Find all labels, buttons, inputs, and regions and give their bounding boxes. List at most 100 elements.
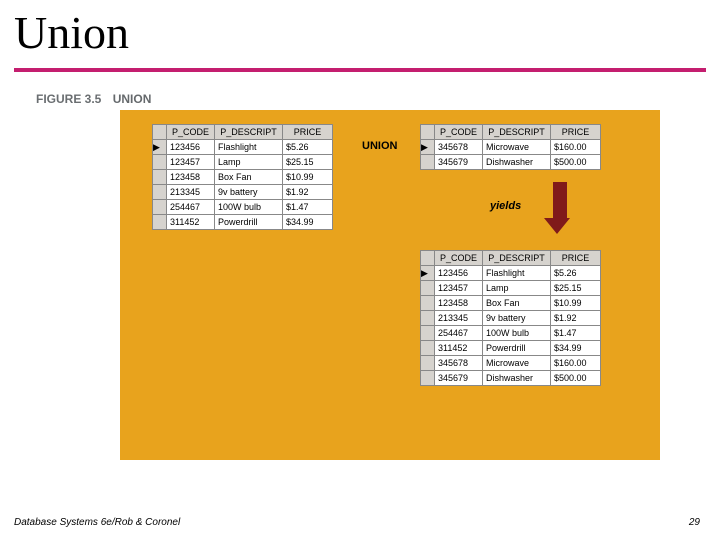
table-row: 123458Box Fan$10.99 [153,170,333,185]
yields-label: yields [490,200,521,212]
cell-price: $5.26 [283,140,333,155]
table-row: 345679Dishwasher$500.00 [421,155,601,170]
table-result: P_CODE P_DESCRIPT PRICE ▶123456Flashligh… [420,250,601,386]
row-marker: ▶ [153,140,167,155]
table-row: 311452Powerdrill$34.99 [153,215,333,230]
cell-price: $10.99 [551,296,601,311]
cell-desc: 9v battery [215,185,283,200]
cell-code: 123457 [167,155,215,170]
figure-caption: FIGURE 3.5 UNION [36,92,151,106]
table-row: 2133459v battery$1.92 [153,185,333,200]
row-marker [153,200,167,215]
cell-code: 311452 [435,341,483,356]
cell-desc: Powerdrill [215,215,283,230]
row-marker: ▶ [421,266,435,281]
cell-code: 123456 [435,266,483,281]
row-marker [421,281,435,296]
col-header: PRICE [551,125,601,140]
row-marker [153,215,167,230]
cell-code: 123456 [167,140,215,155]
table-a: P_CODE P_DESCRIPT PRICE ▶123456Flashligh… [152,124,333,230]
cell-desc: Box Fan [215,170,283,185]
row-marker [421,296,435,311]
union-label: UNION [362,140,397,152]
cell-code: 345679 [435,371,483,386]
cell-desc: Dishwasher [483,371,551,386]
table-row: 345679Dishwasher$500.00 [421,371,601,386]
arrow-down-icon [550,182,570,234]
cell-price: $1.92 [283,185,333,200]
table-row: ▶123456Flashlight$5.26 [153,140,333,155]
col-header: P_CODE [435,125,483,140]
row-marker [421,155,435,170]
table-row: 123457Lamp$25.15 [153,155,333,170]
cell-code: 213345 [167,185,215,200]
col-header: P_DESCRIPT [215,125,283,140]
cell-price: $34.99 [551,341,601,356]
table-row: ▶345678Microwave$160.00 [421,140,601,155]
table-row: 345678Microwave$160.00 [421,356,601,371]
col-header: PRICE [551,251,601,266]
row-marker [421,356,435,371]
table-header-row: P_CODE P_DESCRIPT PRICE [421,125,601,140]
cell-price: $500.00 [551,371,601,386]
row-marker [421,326,435,341]
cell-code: 345678 [435,140,483,155]
col-header: P_CODE [167,125,215,140]
cell-desc: Lamp [483,281,551,296]
cell-desc: Microwave [483,140,551,155]
page-title: Union [14,6,129,59]
table-row: 123458Box Fan$10.99 [421,296,601,311]
cell-price: $25.15 [551,281,601,296]
cell-desc: Powerdrill [483,341,551,356]
table-row: 123457Lamp$25.15 [421,281,601,296]
figure-label: FIGURE 3.5 [36,92,101,106]
table-b: P_CODE P_DESCRIPT PRICE ▶345678Microwave… [420,124,601,170]
cell-desc: Lamp [215,155,283,170]
cell-code: 311452 [167,215,215,230]
cell-desc: Microwave [483,356,551,371]
page-number: 29 [689,517,700,528]
slide: Union FIGURE 3.5 UNION P_CODE P_DESCRIPT… [0,0,720,540]
cell-price: $34.99 [283,215,333,230]
cell-code: 254467 [435,326,483,341]
col-header: PRICE [283,125,333,140]
cell-code: 254467 [167,200,215,215]
figure-name: UNION [113,92,152,106]
cell-desc: 100W bulb [483,326,551,341]
row-marker [421,371,435,386]
row-marker [421,311,435,326]
table-row: 254467100W bulb$1.47 [421,326,601,341]
cell-price: $5.26 [551,266,601,281]
cell-desc: Dishwasher [483,155,551,170]
cell-code: 345678 [435,356,483,371]
cell-price: $1.47 [283,200,333,215]
cell-price: $1.92 [551,311,601,326]
col-header: P_DESCRIPT [483,251,551,266]
table-header-row: P_CODE P_DESCRIPT PRICE [153,125,333,140]
cell-price: $10.99 [283,170,333,185]
col-header: P_DESCRIPT [483,125,551,140]
row-marker [153,170,167,185]
cell-desc: Flashlight [483,266,551,281]
cell-code: 345679 [435,155,483,170]
row-marker-header [421,251,435,266]
figure-panel: P_CODE P_DESCRIPT PRICE ▶123456Flashligh… [120,110,660,460]
table-row: 254467100W bulb$1.47 [153,200,333,215]
table-row: 2133459v battery$1.92 [421,311,601,326]
row-marker [153,185,167,200]
title-underline [14,68,706,72]
footer-text: Database Systems 6e/Rob & Coronel [14,517,180,528]
row-marker-header [153,125,167,140]
row-marker: ▶ [421,140,435,155]
cell-desc: 100W bulb [215,200,283,215]
cell-desc: 9v battery [483,311,551,326]
cell-price: $160.00 [551,356,601,371]
cell-code: 123458 [167,170,215,185]
table-row: ▶123456Flashlight$5.26 [421,266,601,281]
col-header: P_CODE [435,251,483,266]
cell-desc: Flashlight [215,140,283,155]
cell-price: $1.47 [551,326,601,341]
row-marker [153,155,167,170]
cell-code: 123458 [435,296,483,311]
